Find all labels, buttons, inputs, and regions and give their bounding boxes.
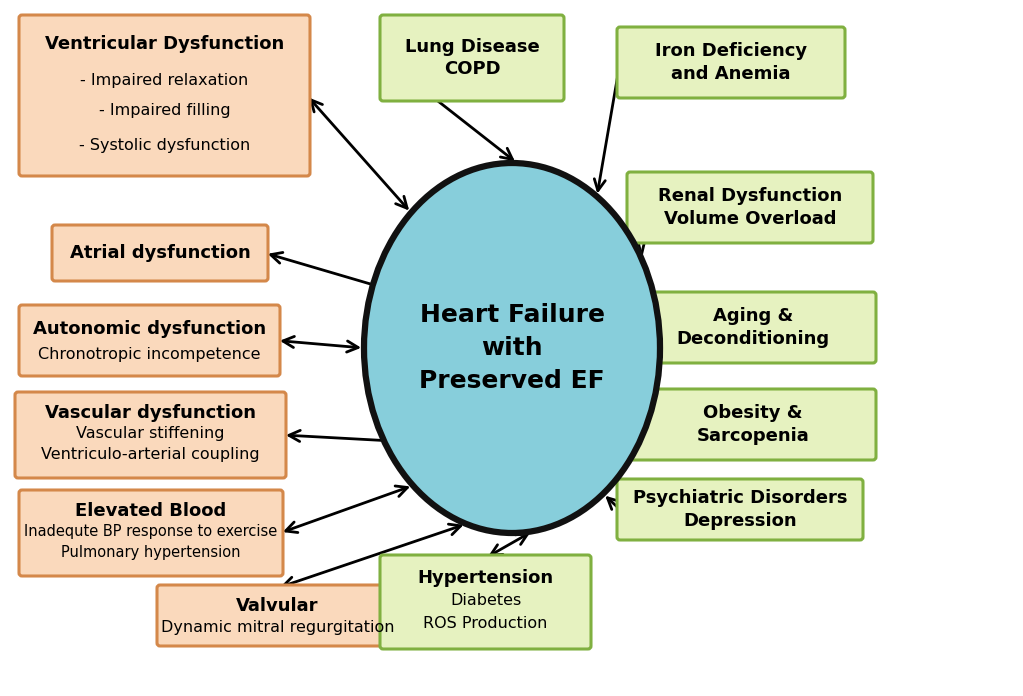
FancyBboxPatch shape <box>380 15 564 101</box>
Text: Diabetes: Diabetes <box>450 593 521 608</box>
Text: Vascular dysfunction: Vascular dysfunction <box>45 404 256 422</box>
Text: Ventricular Dysfunction: Ventricular Dysfunction <box>45 35 284 54</box>
FancyBboxPatch shape <box>630 389 876 460</box>
FancyBboxPatch shape <box>19 490 283 576</box>
Text: Ventriculo-arterial coupling: Ventriculo-arterial coupling <box>41 448 260 463</box>
Text: Valvular: Valvular <box>236 596 319 615</box>
FancyBboxPatch shape <box>617 27 845 98</box>
Text: Heart Failure
with
Preserved EF: Heart Failure with Preserved EF <box>419 303 605 393</box>
Text: - Systolic dysfunction: - Systolic dysfunction <box>79 138 251 152</box>
Text: Autonomic dysfunction: Autonomic dysfunction <box>33 319 266 338</box>
FancyBboxPatch shape <box>380 555 591 649</box>
Text: Vascular stiffening: Vascular stiffening <box>77 426 225 441</box>
Text: Obesity &
Sarcopenia: Obesity & Sarcopenia <box>697 404 809 445</box>
Text: Chronotropic incompetence: Chronotropic incompetence <box>38 347 261 363</box>
Text: Dynamic mitral regurgitation: Dynamic mitral regurgitation <box>161 620 394 635</box>
Text: Pulmonary hypertension: Pulmonary hypertension <box>61 546 240 560</box>
FancyBboxPatch shape <box>157 585 398 646</box>
Text: Atrial dysfunction: Atrial dysfunction <box>70 244 251 262</box>
Text: Inadequte BP response to exercise: Inadequte BP response to exercise <box>25 524 277 539</box>
Text: Hypertension: Hypertension <box>417 569 553 587</box>
Text: Psychiatric Disorders
Depression: Psychiatric Disorders Depression <box>633 489 847 530</box>
FancyBboxPatch shape <box>630 292 876 363</box>
FancyBboxPatch shape <box>19 15 310 176</box>
Text: - Impaired relaxation: - Impaired relaxation <box>81 72 249 88</box>
Text: Renal Dysfunction
Volume Overload: Renal Dysfunction Volume Overload <box>658 187 842 228</box>
FancyBboxPatch shape <box>627 172 873 243</box>
FancyBboxPatch shape <box>19 305 280 376</box>
Text: Elevated Blood: Elevated Blood <box>76 503 227 521</box>
Text: Aging &
Deconditioning: Aging & Deconditioning <box>676 308 830 347</box>
FancyBboxPatch shape <box>617 479 863 540</box>
Text: ROS Production: ROS Production <box>424 617 547 631</box>
Text: - Impaired filling: - Impaired filling <box>98 104 230 118</box>
Ellipse shape <box>364 163 660 533</box>
FancyBboxPatch shape <box>52 225 268 281</box>
FancyBboxPatch shape <box>15 392 286 478</box>
Text: Iron Deficiency
and Anemia: Iron Deficiency and Anemia <box>655 42 807 83</box>
Text: Lung Disease
COPD: Lung Disease COPD <box>405 38 539 78</box>
